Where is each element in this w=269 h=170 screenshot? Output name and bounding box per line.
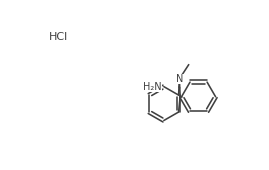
Text: N: N: [176, 74, 183, 84]
Text: H₂N: H₂N: [143, 82, 161, 92]
Text: HCl: HCl: [49, 32, 68, 42]
